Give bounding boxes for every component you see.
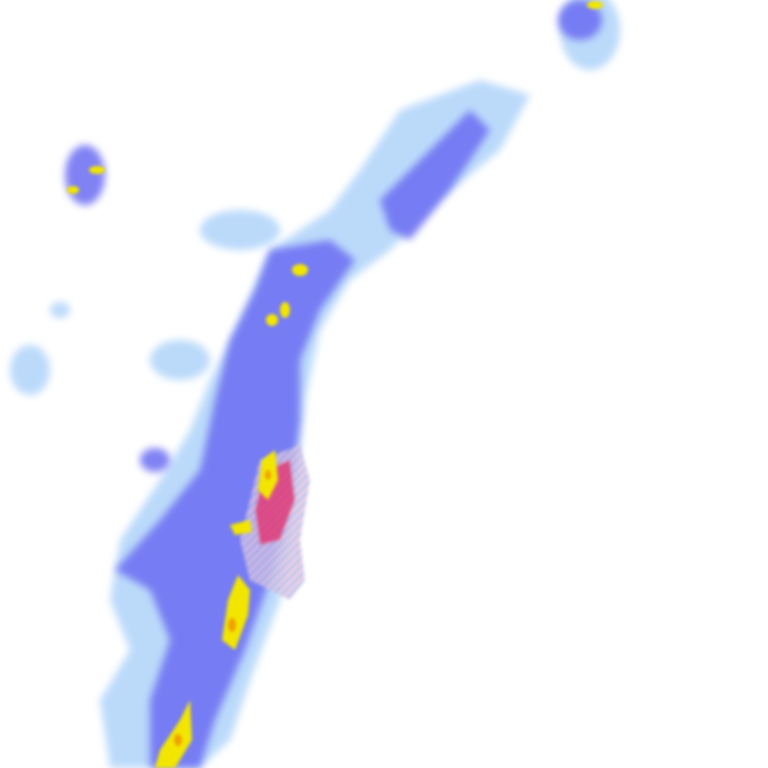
moderate-precipitation xyxy=(65,0,602,768)
light-precipitation xyxy=(10,0,620,768)
very-intense-precipitation xyxy=(174,470,271,746)
